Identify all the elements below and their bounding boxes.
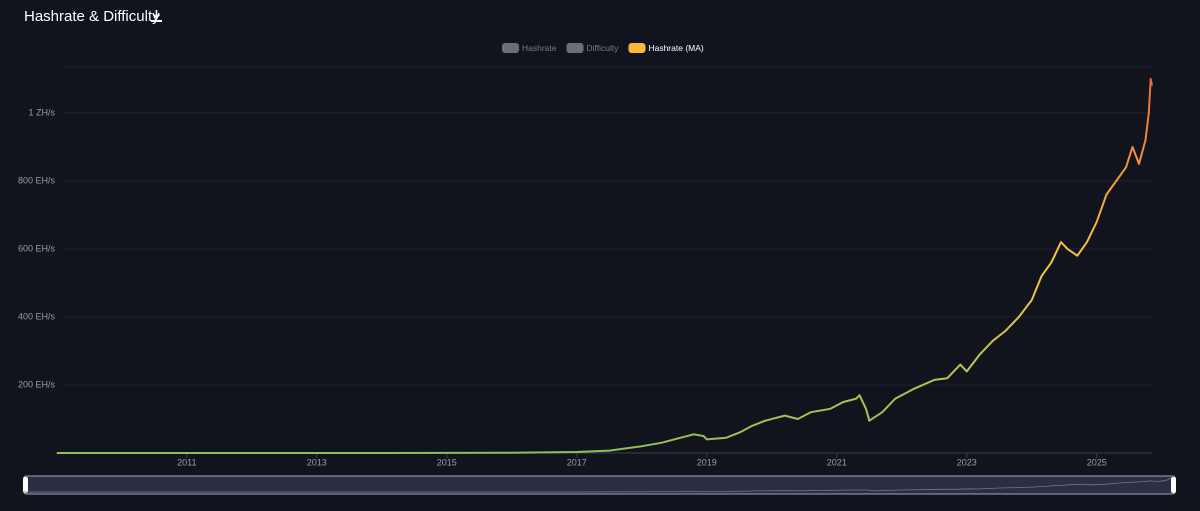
legend-item[interactable]: Hashrate (MA) — [628, 43, 704, 53]
download-button[interactable] — [151, 10, 162, 22]
x-tick-label: 2017 — [567, 457, 587, 467]
x-tick-label: 2015 — [437, 457, 457, 467]
hashrate-line — [56, 77, 1153, 454]
legend-item[interactable]: Hashrate — [502, 43, 557, 53]
legend-swatch — [566, 43, 584, 53]
chart-title: Hashrate & Difficulty — [24, 8, 160, 25]
navigator-line — [22, 477, 1172, 493]
y-tick-label: 600 EH/s — [18, 243, 56, 253]
x-tick-label: 2011 — [177, 457, 196, 467]
legend-label: Difficulty — [587, 43, 620, 53]
legend-label: Hashrate — [522, 43, 557, 53]
x-tick-label: 2025 — [1087, 457, 1107, 467]
legend-swatch — [502, 43, 519, 53]
legend: Hashrate Difficulty Hashrate (MA) — [502, 43, 704, 53]
x-tick-label: 2021 — [827, 457, 847, 467]
legend-swatch — [628, 43, 646, 53]
y-tick-label: 400 EH/s — [18, 311, 56, 321]
legend-item[interactable]: Difficulty — [566, 43, 620, 53]
y-tick-label: 1 ZH/s — [28, 107, 55, 117]
x-tick-label: 2013 — [307, 457, 327, 467]
x-tick-label: 2019 — [697, 457, 717, 467]
y-tick-label: 800 EH/s — [18, 175, 56, 185]
x-tick-label: 2023 — [957, 457, 977, 467]
navigator[interactable] — [23, 475, 1176, 495]
y-tick-label: 200 EH/s — [18, 379, 56, 389]
legend-label: Hashrate (MA) — [648, 43, 703, 53]
